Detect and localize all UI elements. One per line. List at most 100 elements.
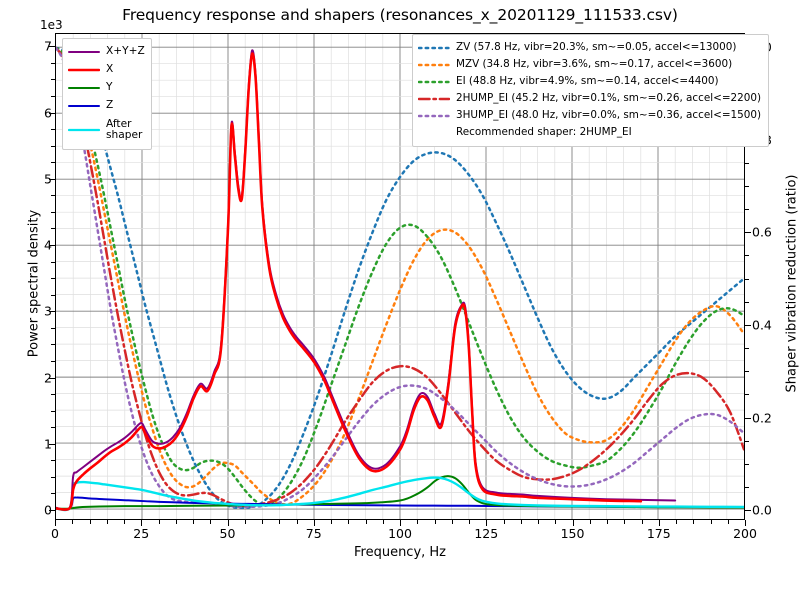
legend-item-3hump-ei[interactable]: 3HUMP_EI (48.0 Hz, vibr=0.0%, sm~=0.36, …	[418, 107, 761, 124]
legend-item-label: 2HUMP_EI (45.2 Hz, vibr=0.1%, sm~=0.26, …	[456, 92, 762, 105]
y-left-tick-mark	[49, 311, 55, 313]
y-left-tick-mark	[49, 510, 55, 512]
x-tick-mark	[486, 520, 488, 526]
y-right-tick-label: 0.6	[752, 224, 772, 240]
legend-item-after-shaper[interactable]: After shaper	[68, 115, 145, 145]
x-minor-tick-mark	[262, 520, 263, 524]
curve-mzv	[56, 46, 744, 506]
x-tick-label: 25	[133, 526, 150, 541]
legend-item-y[interactable]: Y	[68, 79, 145, 97]
legend-item-label: MZV (34.8 Hz, vibr=3.6%, sm~=0.17, accel…	[456, 58, 733, 71]
legend-item-x-y-z[interactable]: X+Y+Z	[68, 43, 145, 61]
y-right-minor-tick-mark	[745, 185, 749, 187]
x-minor-tick-mark	[365, 520, 367, 524]
legend-item-x[interactable]: X	[68, 61, 145, 79]
data-curves	[56, 46, 744, 512]
x-minor-tick-mark	[589, 520, 591, 524]
y-left-minor-tick-mark	[51, 129, 55, 131]
y-left-tick-label: 5	[44, 171, 52, 186]
legend-item-label: Y	[106, 81, 113, 94]
y-right-minor-tick-mark	[745, 348, 749, 350]
legend-item-zv[interactable]: ZV (57.8 Hz, vibr=20.3%, sm~=0.05, accel…	[418, 39, 761, 56]
y-left-tick-mark	[49, 443, 55, 445]
curve-2hump-ei	[56, 46, 744, 507]
x-minor-tick-mark	[469, 520, 470, 524]
y-left-minor-tick-mark	[51, 427, 55, 429]
y-left-minor-tick-mark	[51, 394, 55, 396]
x-tick-mark	[141, 520, 143, 526]
x-minor-tick-mark	[710, 520, 712, 524]
legend-item-2hump-ei[interactable]: 2HUMP_EI (45.2 Hz, vibr=0.1%, sm~=0.26, …	[418, 90, 761, 107]
x-minor-tick-mark	[520, 520, 522, 524]
y-left-minor-tick-mark	[51, 476, 55, 478]
y-right-minor-tick-mark	[745, 463, 749, 465]
curve-y	[56, 475, 744, 510]
legend-item-label: 3HUMP_EI (48.0 Hz, vibr=0.0%, sm~=0.36, …	[456, 109, 762, 122]
x-minor-tick-mark	[727, 520, 729, 524]
y-right-tick-label: 0.0	[752, 502, 772, 518]
x-minor-tick-mark	[193, 520, 194, 524]
y-right-minor-tick-mark	[745, 278, 749, 280]
y-right-minor-tick-mark	[745, 255, 749, 257]
legend-line-sample-icon	[418, 59, 450, 71]
legend-line-sample-icon	[68, 100, 100, 112]
x-tick-label: 50	[219, 526, 236, 541]
legend-line-sample-icon	[418, 93, 450, 105]
legend-item-label: X+Y+Z	[106, 45, 145, 58]
y-right-tick-mark	[745, 417, 751, 419]
y-left-minor-tick-mark	[51, 360, 55, 362]
y-left-minor-tick-mark	[51, 344, 55, 346]
y-axis-offset-label: 1e3	[40, 18, 63, 32]
legend-line-sample-icon	[418, 110, 450, 122]
y-right-minor-tick-mark	[745, 371, 749, 373]
x-tick-label: 100	[388, 526, 412, 541]
legend-line-sample-icon	[68, 64, 100, 76]
x-tick-mark	[745, 520, 746, 526]
curve-x	[56, 52, 643, 511]
y-left-minor-tick-mark	[51, 95, 55, 97]
y-left-tick-mark	[49, 112, 55, 114]
legend-signals[interactable]: X+Y+Z X Y Z After shaper	[62, 38, 152, 150]
curve-3hump-ei	[56, 46, 744, 509]
legend-shapers[interactable]: ZV (57.8 Hz, vibr=20.3%, sm~=0.05, accel…	[412, 34, 770, 147]
y-axis-left-title: Power spectral density	[26, 209, 42, 358]
x-minor-tick-mark	[451, 520, 453, 524]
x-tick-mark	[313, 520, 315, 526]
x-minor-tick-mark	[676, 520, 677, 524]
y-left-tick-mark	[49, 377, 55, 379]
y-left-minor-tick-mark	[51, 261, 55, 263]
y-left-minor-tick-mark	[51, 79, 55, 81]
y-left-minor-tick-mark	[51, 294, 55, 296]
y-left-tick-label: 3	[44, 304, 52, 319]
legend-line-sample-icon	[418, 42, 450, 54]
y-left-minor-tick-mark	[51, 145, 55, 147]
y-right-tick-mark	[745, 510, 751, 512]
legend-item-z[interactable]: Z	[68, 97, 145, 115]
y-left-tick-label: 2	[44, 370, 52, 385]
x-minor-tick-mark	[89, 520, 91, 524]
x-minor-tick-mark	[538, 520, 539, 524]
x-minor-tick-mark	[417, 520, 419, 524]
legend-item-label: X	[106, 63, 114, 76]
y-right-minor-tick-mark	[745, 487, 749, 489]
y-left-minor-tick-mark	[51, 278, 55, 280]
x-tick-label: 0	[51, 526, 59, 541]
x-minor-tick-mark	[503, 520, 505, 524]
legend-item-ei[interactable]: EI (48.8 Hz, vibr=4.9%, sm~=0.14, accel<…	[418, 73, 761, 90]
y-left-tick-label: 0	[44, 503, 52, 518]
legend-item-mzv[interactable]: MZV (34.8 Hz, vibr=3.6%, sm~=0.17, accel…	[418, 56, 761, 73]
x-tick-label: 150	[560, 526, 585, 541]
legend-line-sample-icon	[68, 46, 100, 58]
x-minor-tick-mark	[624, 520, 626, 524]
y-right-tick-label: 0.4	[752, 317, 772, 333]
y-left-minor-tick-mark	[51, 460, 55, 462]
x-minor-tick-mark	[434, 520, 436, 524]
y-right-tick-mark	[745, 324, 751, 326]
page-title: Frequency response and shapers (resonanc…	[122, 6, 678, 24]
x-minor-tick-mark	[124, 520, 125, 524]
x-tick-label: 200	[733, 526, 757, 541]
y-axis-right-title: Shaper vibration reduction (ratio)	[784, 174, 800, 393]
y-left-minor-tick-mark	[51, 62, 55, 64]
x-axis-title: Frequency, Hz	[353, 545, 447, 560]
recommended-shaper-note: Recommended shaper: 2HUMP_EI	[456, 126, 632, 139]
